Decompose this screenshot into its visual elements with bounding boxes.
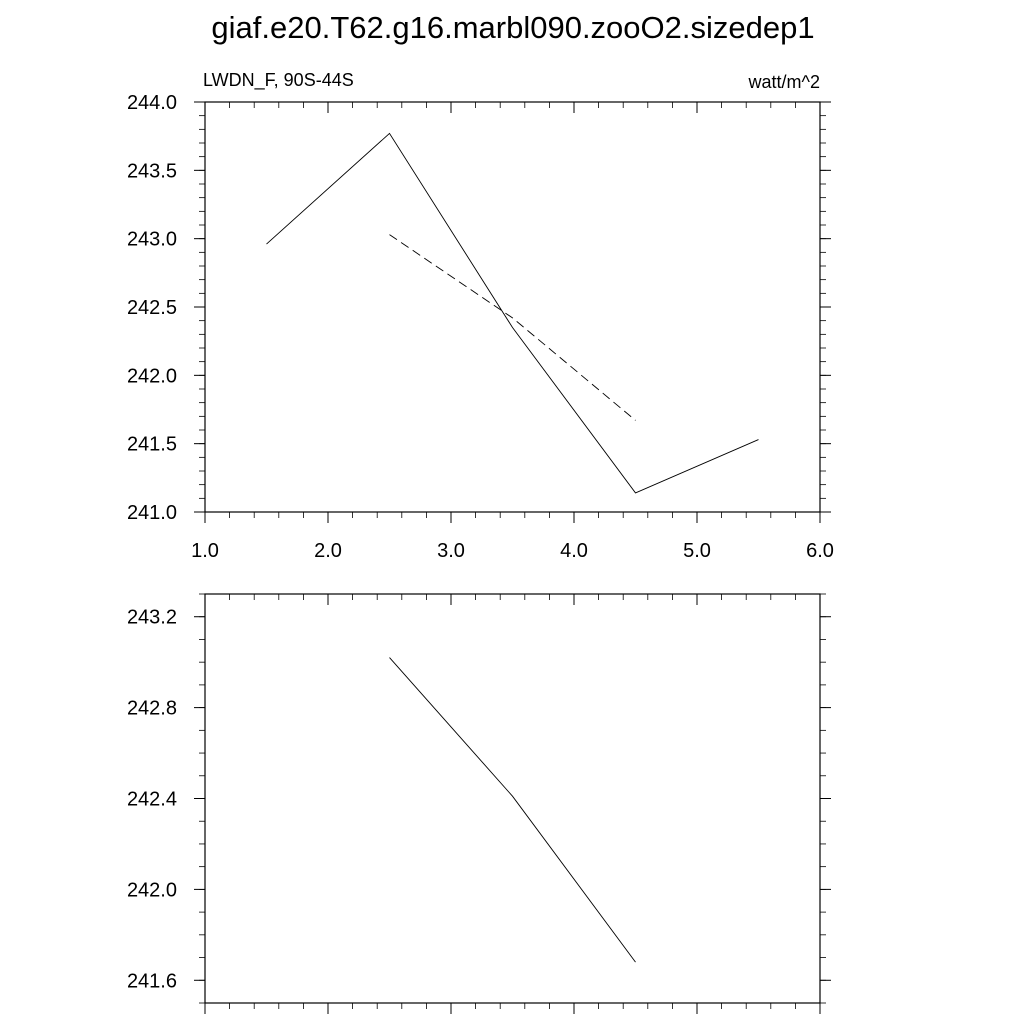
y-tick-label: 242.5 <box>127 297 177 319</box>
y-tick-label: 242.0 <box>127 365 177 387</box>
series-line-dashed <box>389 234 636 421</box>
y-tick-label: 243.2 <box>127 607 177 629</box>
figure-title: giaf.e20.T62.g16.marbl090.zooO2.sizedep1 <box>211 10 814 45</box>
variable-label: LWDN_F, 90S-44S <box>203 70 354 91</box>
x-tick-label: 3.0 <box>437 540 465 562</box>
y-tick-label: 242.4 <box>127 789 177 811</box>
y-tick-label: 242.0 <box>127 879 177 901</box>
y-tick-label: 243.5 <box>127 160 177 182</box>
x-tick-label: 5.0 <box>683 540 711 562</box>
plot-frame <box>204 101 821 513</box>
x-tick-label: 2.0 <box>314 540 342 562</box>
series-line-solid <box>389 657 636 963</box>
series-line-solid <box>266 132 759 494</box>
x-tick-label: 1.0 <box>191 540 219 562</box>
units-label: watt/m^2 <box>748 72 820 92</box>
y-tick-label: 241.0 <box>127 502 177 524</box>
panel-bottom: 241.6 242.0 242.4 242.8 243.2 <box>127 593 831 1014</box>
x-tick-label: 6.0 <box>806 540 834 562</box>
panel-top: 1.0 2.0 3.0 4.0 5.0 6.0 241.0 241.5 242.0 242.5 24… <box>127 70 834 562</box>
y-tick-label: 241.5 <box>127 434 177 456</box>
y-tick-label: 244.0 <box>127 92 177 114</box>
x-tick-label: 4.0 <box>560 540 588 562</box>
y-tick-label: 243.0 <box>127 229 177 251</box>
y-tick-label: 242.8 <box>127 698 177 720</box>
y-tick-label: 241.6 <box>127 970 177 992</box>
plot-frame <box>204 593 821 1004</box>
